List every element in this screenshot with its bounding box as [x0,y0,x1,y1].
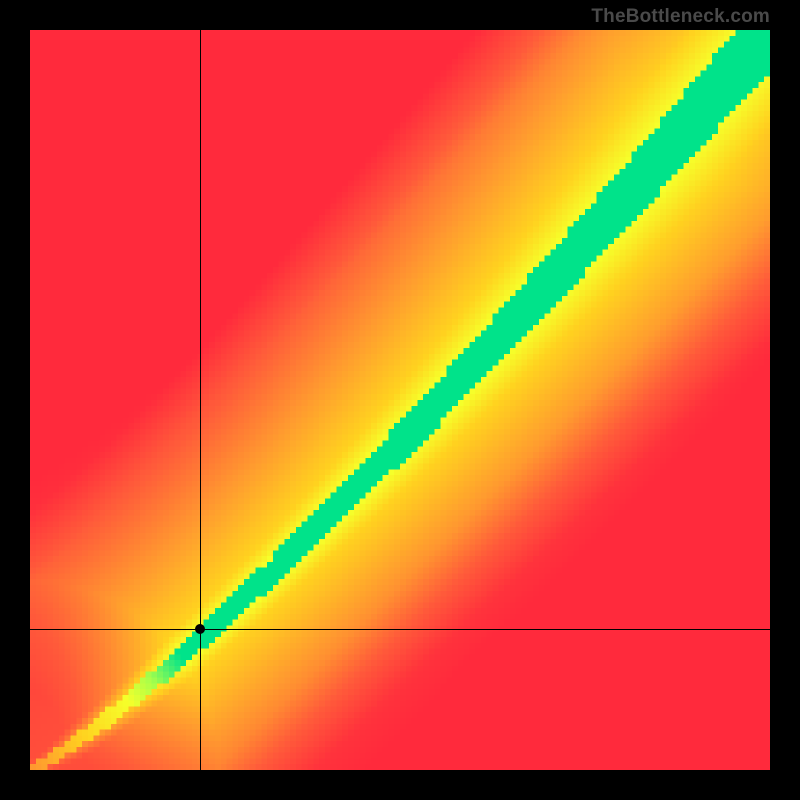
heatmap-plot [30,30,770,770]
watermark-text: TheBottleneck.com [591,6,770,28]
crosshair-horizontal [30,629,770,630]
crosshair-vertical [200,30,201,770]
heatmap-canvas [30,30,770,770]
data-point-marker [195,624,205,634]
chart-frame: TheBottleneck.com [0,0,800,800]
